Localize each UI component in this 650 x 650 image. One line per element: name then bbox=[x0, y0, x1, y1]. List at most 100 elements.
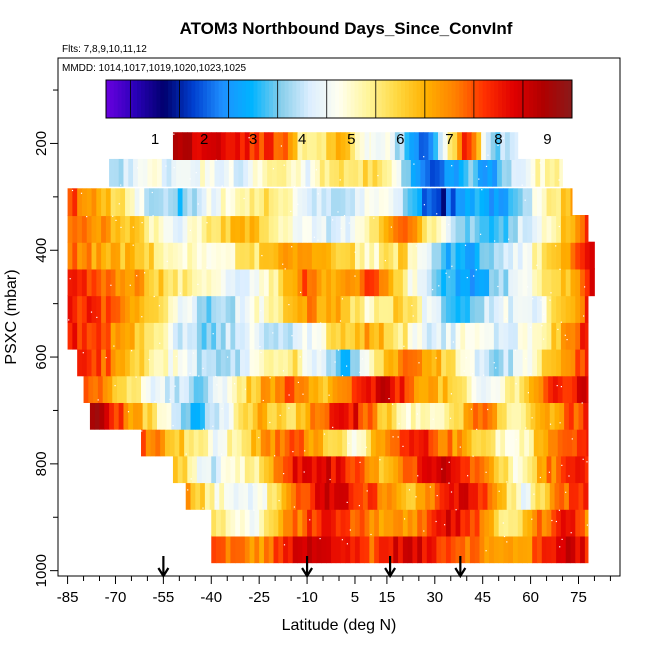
heatmap-cell bbox=[156, 401, 163, 430]
heatmap-cell bbox=[182, 215, 188, 243]
heatmap-cell bbox=[445, 241, 452, 270]
sample-dot bbox=[343, 215, 346, 217]
heatmap-cell bbox=[110, 241, 116, 270]
heatmap-cell bbox=[514, 132, 519, 160]
sample-dot bbox=[584, 286, 586, 288]
heatmap-cell bbox=[287, 348, 294, 377]
sample-dot bbox=[500, 296, 502, 298]
heatmap-cell bbox=[444, 482, 450, 510]
heatmap-cell bbox=[576, 428, 583, 457]
heatmap-cell bbox=[96, 295, 102, 323]
heatmap-cell bbox=[407, 321, 413, 350]
sample-dot bbox=[487, 408, 489, 411]
heatmap-cell bbox=[562, 428, 568, 457]
heatmap-cell bbox=[139, 268, 145, 297]
heatmap-cell bbox=[203, 428, 209, 457]
colorbar-swatch bbox=[366, 80, 371, 118]
heatmap-cell bbox=[449, 401, 455, 430]
heatmap-cell bbox=[216, 215, 222, 243]
heatmap-cell bbox=[169, 375, 175, 403]
heatmap-cell bbox=[224, 158, 230, 187]
heatmap-cell bbox=[388, 455, 394, 484]
heatmap-cell bbox=[192, 132, 198, 160]
heatmap-cell bbox=[345, 295, 351, 323]
sample-dot bbox=[558, 179, 560, 181]
heatmap-cell bbox=[188, 375, 195, 403]
heatmap-cell bbox=[172, 268, 179, 297]
heatmap-cell bbox=[335, 241, 341, 270]
heatmap-cell bbox=[326, 215, 332, 243]
heatmap-cell bbox=[465, 455, 471, 484]
heatmap-cell bbox=[495, 132, 501, 160]
heatmap-cell bbox=[412, 455, 418, 484]
heatmap-cell bbox=[200, 401, 206, 430]
heatmap-cell bbox=[235, 268, 241, 297]
heatmap-cell bbox=[161, 158, 167, 187]
heatmap-cell bbox=[182, 348, 188, 377]
heatmap-cell bbox=[91, 188, 97, 217]
heatmap-cell bbox=[497, 482, 503, 510]
heatmap-cell bbox=[369, 241, 375, 270]
colorbar-swatch bbox=[490, 80, 495, 118]
colorbar-swatch bbox=[428, 80, 433, 118]
heatmap-cell bbox=[350, 132, 356, 160]
heatmap-cell bbox=[134, 321, 140, 350]
x-tick-label: -70 bbox=[105, 589, 127, 606]
heatmap-cell bbox=[142, 401, 148, 430]
heatmap-cell bbox=[212, 375, 219, 403]
sample-dot bbox=[166, 260, 168, 262]
heatmap-cell bbox=[474, 455, 480, 484]
y-tick-label: 400 bbox=[33, 238, 50, 263]
heatmap-cell bbox=[525, 482, 531, 510]
heatmap-cell bbox=[262, 401, 268, 430]
sample-dot bbox=[564, 334, 566, 336]
heatmap-cell bbox=[584, 535, 589, 564]
heatmap-cell bbox=[551, 268, 557, 297]
heatmap-cell bbox=[120, 268, 126, 297]
heatmap-cell bbox=[580, 508, 586, 537]
heatmap-cell bbox=[388, 508, 394, 537]
heatmap-cell bbox=[99, 401, 105, 430]
heatmap-cell bbox=[425, 401, 431, 430]
sample-dot bbox=[144, 272, 146, 274]
heatmap-cell bbox=[559, 158, 563, 187]
colorbar-swatch bbox=[218, 80, 223, 118]
heatmap-cell bbox=[391, 482, 397, 510]
heatmap-cell bbox=[134, 215, 140, 243]
heatmap-cell bbox=[422, 321, 428, 350]
heatmap-cell bbox=[339, 401, 345, 430]
heatmap-cell bbox=[422, 455, 428, 484]
heatmap-cell bbox=[177, 188, 183, 217]
heatmap-cell bbox=[369, 215, 375, 243]
heatmap-cell bbox=[458, 482, 464, 510]
heatmap-cell bbox=[359, 295, 365, 323]
heatmap-cell bbox=[450, 241, 456, 270]
heatmap-cell bbox=[220, 188, 227, 217]
heatmap-cell bbox=[436, 241, 442, 270]
heatmap-cell bbox=[557, 428, 563, 457]
heatmap-cell bbox=[498, 348, 504, 377]
sample-dot bbox=[388, 398, 390, 400]
heatmap-cell bbox=[278, 535, 284, 564]
sample-dot bbox=[530, 326, 532, 328]
heatmap-cell bbox=[206, 321, 212, 350]
heatmap-cell bbox=[263, 295, 270, 323]
sample-dot bbox=[472, 373, 474, 375]
heatmap-cell bbox=[244, 241, 250, 270]
heatmap-cell bbox=[351, 375, 357, 403]
heatmap-cell bbox=[310, 482, 316, 510]
heatmap-cell bbox=[441, 321, 447, 350]
heatmap-cell bbox=[398, 241, 404, 270]
heatmap-cell bbox=[354, 188, 361, 217]
heatmap-cell bbox=[551, 295, 557, 323]
dates-label: MMDD: 1014,1017,1019,1020,1023,1025 bbox=[62, 63, 246, 74]
heatmap-cell bbox=[279, 428, 286, 457]
sample-dot bbox=[539, 162, 541, 164]
heatmap-cell bbox=[560, 268, 567, 297]
colorbar-swatch bbox=[327, 80, 332, 118]
heatmap-cell bbox=[201, 132, 207, 160]
heatmap-cell bbox=[278, 188, 284, 217]
heatmap-cell bbox=[225, 241, 231, 270]
heatmap-cell bbox=[86, 188, 92, 217]
heatmap-cell bbox=[489, 215, 495, 243]
